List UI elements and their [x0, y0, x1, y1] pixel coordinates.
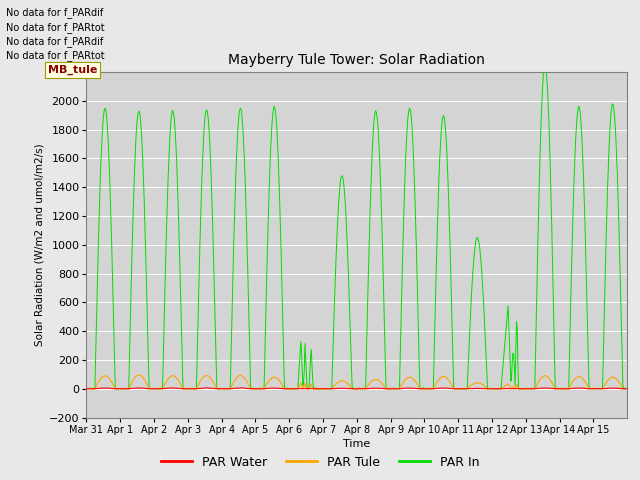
X-axis label: Time: Time	[343, 439, 371, 449]
Text: MB_tule: MB_tule	[48, 65, 97, 75]
Title: Mayberry Tule Tower: Solar Radiation: Mayberry Tule Tower: Solar Radiation	[228, 53, 485, 67]
Text: No data for f_PARtot: No data for f_PARtot	[6, 50, 105, 61]
Text: No data for f_PARdif: No data for f_PARdif	[6, 36, 104, 47]
Text: No data for f_PARtot: No data for f_PARtot	[6, 22, 105, 33]
Legend: PAR Water, PAR Tule, PAR In: PAR Water, PAR Tule, PAR In	[156, 451, 484, 474]
Text: No data for f_PARdif: No data for f_PARdif	[6, 7, 104, 18]
Y-axis label: Solar Radiation (W/m2 and umol/m2/s): Solar Radiation (W/m2 and umol/m2/s)	[35, 144, 45, 346]
